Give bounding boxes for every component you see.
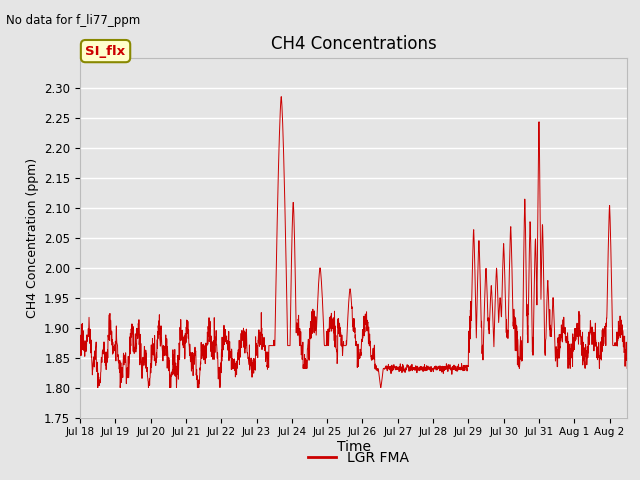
Text: No data for f_li77_ppm: No data for f_li77_ppm bbox=[6, 14, 141, 27]
Legend: LGR FMA: LGR FMA bbox=[303, 445, 415, 471]
X-axis label: Time: Time bbox=[337, 440, 371, 454]
Text: SI_flx: SI_flx bbox=[86, 45, 125, 58]
Y-axis label: CH4 Concentration (ppm): CH4 Concentration (ppm) bbox=[26, 157, 38, 318]
Title: CH4 Concentrations: CH4 Concentrations bbox=[271, 35, 436, 53]
